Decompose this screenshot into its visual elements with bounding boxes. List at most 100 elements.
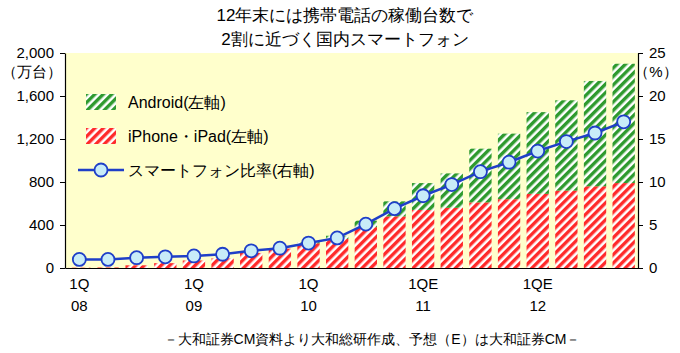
tick: 25 [638, 44, 666, 61]
bar [498, 134, 520, 200]
axis-line [638, 54, 639, 269]
legend-item: スマートフォン比率(右軸) [78, 162, 315, 179]
tick-label: 1Q10 [299, 275, 319, 315]
y-axis-title: （万台） [2, 63, 62, 80]
legend-label: スマートフォン比率(右軸) [128, 162, 315, 179]
plot-background [65, 53, 638, 268]
tick: 5 [638, 216, 657, 233]
markers [73, 115, 630, 266]
tick-label: 2,000 [16, 44, 54, 61]
marker [388, 202, 401, 215]
tick: 1,600 [16, 87, 65, 104]
bar [383, 216, 405, 268]
tick: 15 [638, 130, 666, 147]
tick-mark [638, 182, 643, 183]
marker [417, 189, 430, 202]
tick-label: 1,200 [16, 130, 54, 147]
bar [97, 267, 119, 268]
marker [273, 242, 286, 255]
tick-mark [60, 268, 65, 269]
tick-mark [60, 225, 65, 226]
tick: 1QE12 [523, 268, 553, 314]
tick-label: 1Q09 [184, 275, 204, 315]
tick-label: 10 [649, 173, 666, 190]
bar [441, 208, 463, 268]
marker [245, 244, 258, 257]
tick-mark [60, 139, 65, 140]
tick-label: 0 [649, 259, 657, 276]
tick-label: 15 [649, 130, 666, 147]
tick-label: 25 [649, 44, 666, 61]
marker [159, 250, 172, 263]
tick-label: 800 [29, 173, 54, 190]
bar [498, 199, 520, 268]
tick: 2,000 [16, 44, 65, 61]
bar [613, 183, 635, 268]
bar-series [297, 64, 634, 244]
y2-axis-title: （%） [634, 63, 677, 80]
source-note: －大和証券CM資料より大和総研作成、予想（E）は大和証券CM－ [164, 331, 581, 347]
bar [584, 186, 606, 268]
legend-item: iPhone・iPad(左軸) [86, 128, 269, 145]
marker [445, 178, 458, 191]
marker [560, 135, 573, 148]
legend-label: iPhone・iPad(左軸) [128, 128, 269, 145]
tick-mark [638, 139, 643, 140]
tick-label: 5 [649, 216, 657, 233]
legend-label: Android(左軸) [128, 94, 226, 111]
chart: 0 400 800 1,200 1,600 2,000 0 5 10 15 20 25 1Q08 1Q09… [0, 0, 680, 353]
tick-mark [60, 182, 65, 183]
legend-item: Android(左軸) [86, 94, 226, 111]
x-axis: 1Q08 1Q09 1Q10 1QE11 1QE12 [66, 268, 639, 314]
tick-label: 20 [649, 87, 666, 104]
legend-swatch [86, 94, 116, 110]
tick: 1,200 [16, 130, 65, 147]
bar-series [68, 183, 635, 268]
marker [331, 231, 344, 244]
tick: 800 [29, 173, 65, 190]
marker [474, 165, 487, 178]
axis-line [66, 268, 639, 269]
marker [216, 248, 229, 261]
bar [412, 210, 434, 268]
bar [584, 81, 606, 186]
legend-marker [95, 164, 108, 177]
tick-mark [638, 268, 643, 269]
bar [527, 194, 549, 268]
axis-line [65, 54, 66, 269]
tick: 10 [638, 173, 666, 190]
bar [555, 191, 577, 268]
marker [130, 251, 143, 264]
tick: 1QE11 [408, 268, 438, 314]
bar [412, 183, 434, 210]
bar [441, 173, 463, 207]
tick: 20 [638, 87, 666, 104]
tick-mark [638, 53, 643, 54]
tick-mark [60, 53, 65, 54]
marker [101, 253, 114, 266]
bar [355, 227, 377, 268]
tick: 0 [638, 259, 657, 276]
bar [68, 267, 90, 268]
tick: 1Q10 [299, 268, 319, 314]
marker [187, 249, 200, 262]
marker [73, 253, 86, 266]
bar [125, 265, 147, 268]
title: 12年末には携帯電話の稼働台数で2割に近づく国内スマートフォン [217, 6, 475, 49]
tick-label: 1QE11 [408, 275, 438, 315]
tick: 1Q08 [69, 268, 89, 314]
tick-mark [60, 96, 65, 97]
plot-area [68, 64, 635, 268]
tick-label: 1Q08 [69, 275, 89, 315]
tick-mark [638, 225, 643, 226]
tick-label: 400 [29, 216, 54, 233]
bar [68, 267, 90, 268]
line [79, 122, 623, 260]
tick-label: 0 [46, 259, 54, 276]
bar [613, 64, 635, 183]
tick: 0 [46, 259, 65, 276]
legend-swatch [86, 128, 116, 144]
bar [469, 202, 491, 268]
marker [589, 126, 602, 139]
marker [617, 115, 630, 128]
